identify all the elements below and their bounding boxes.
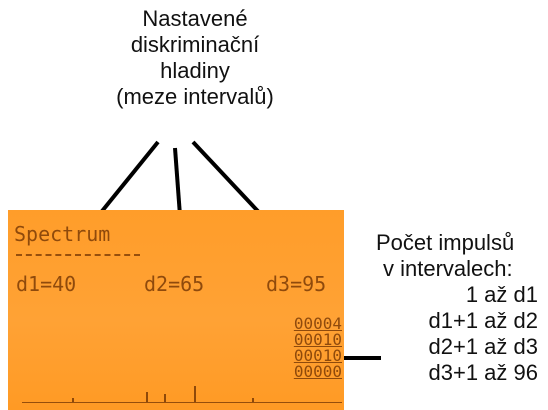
interval-row-3: d2+1 až d3 — [428, 334, 538, 359]
lcd-count-3: 00010 — [293, 346, 342, 365]
callout-line-2: diskriminační — [130, 32, 260, 57]
lcd-count-2: 00010 — [293, 330, 342, 349]
callout-line-4: (meze intervalů) — [116, 84, 274, 109]
counts-callout-subtitle: v intervalech: — [383, 256, 513, 281]
interval-counts-callout: Počet impulsů v intervalech: 1 až d1 d1+… — [366, 230, 544, 386]
lcd-display: Spectrum d1=40 d2=65 d3=95 00004 00010 0… — [8, 210, 344, 410]
discrimination-levels-callout: Nastavené diskriminační hladiny (meze in… — [60, 6, 330, 110]
lcd-count-1: 00004 — [293, 314, 342, 333]
lcd-spectrum-axis — [22, 402, 342, 403]
lcd-level-d3: d3=95 — [266, 272, 327, 296]
callout-line-3: hladiny — [160, 58, 230, 83]
lcd-spectrum-spike — [164, 394, 166, 402]
lcd-title: Spectrum — [14, 222, 111, 246]
interval-row-2: d1+1 až d2 — [428, 308, 538, 333]
lcd-spectrum-spike — [146, 392, 148, 402]
lcd-level-d1: d1=40 — [16, 272, 77, 296]
interval-row-4: d3+1 až 96 — [428, 360, 538, 385]
callout-line-1: Nastavené — [142, 6, 248, 31]
lcd-spectrum-spike — [194, 386, 196, 402]
lcd-level-d2: d2=65 — [144, 272, 205, 296]
lcd-spectrum-spike — [252, 398, 254, 402]
lcd-count-4: 00000 — [293, 362, 342, 381]
interval-row-1: 1 až d1 — [465, 282, 538, 307]
counts-callout-title: Počet impulsů — [376, 230, 515, 255]
lcd-spectrum-spike — [72, 398, 74, 402]
lcd-title-underline — [16, 254, 140, 256]
lcd-interval-counts: 00004 00010 00010 00000 — [266, 316, 342, 380]
